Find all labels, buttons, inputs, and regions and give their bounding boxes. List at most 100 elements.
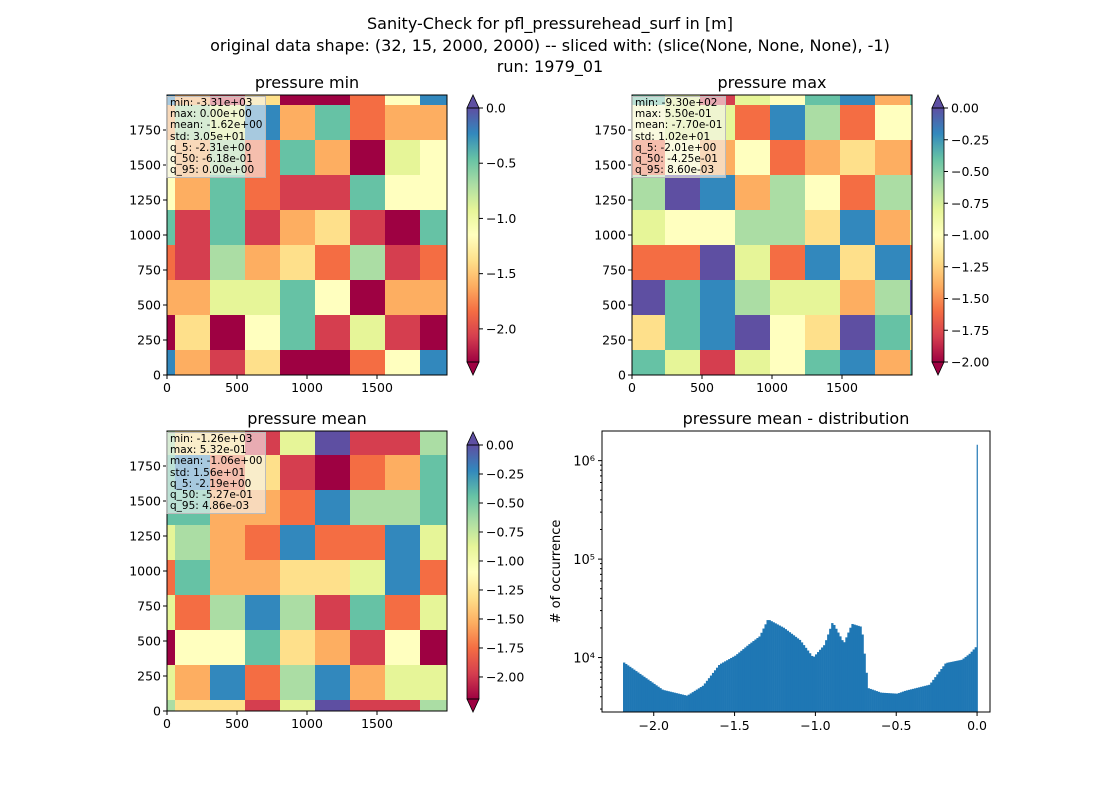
histogram-bar	[873, 690, 876, 712]
histogram-bar	[701, 685, 705, 712]
histogram-bar	[687, 694, 691, 712]
histogram-bar	[972, 649, 975, 712]
histogram-bar	[764, 624, 767, 712]
histogram-bar	[909, 689, 913, 712]
y-tick-label: 500	[137, 298, 161, 313]
histogram-bar	[942, 666, 945, 712]
x-tick-label: −1.0	[800, 718, 830, 733]
histogram-bar	[772, 622, 775, 712]
histogram-bar	[623, 662, 626, 712]
colorbar-tick-label: −0.75	[951, 196, 989, 211]
histogram-bar	[697, 688, 701, 712]
y-tick-label: 1750	[129, 459, 161, 474]
colorbar-extend-max	[931, 94, 945, 109]
histogram-bar	[736, 654, 739, 712]
histogram-bar	[825, 640, 828, 712]
histogram-bar	[784, 629, 788, 712]
colorbar-tick-label: −1.0	[486, 211, 516, 226]
histogram-bar	[639, 673, 642, 712]
x-tick-label: 500	[225, 716, 249, 731]
histogram-bar	[930, 682, 933, 712]
histogram-bar	[643, 676, 646, 712]
histogram-bar	[709, 675, 713, 712]
colorbar-tick-label: −1.00	[951, 228, 989, 243]
histogram-bar	[926, 685, 929, 712]
x-tick-label: 0	[628, 380, 636, 395]
y-tick-label: 1000	[594, 228, 626, 243]
x-tick-label: 1500	[361, 716, 393, 731]
x-tick-label: 500	[690, 380, 714, 395]
histogram-bar	[699, 687, 703, 712]
colorbar-tick-label: −0.75	[486, 524, 524, 539]
histogram-bar	[760, 632, 763, 712]
colorbar-tick-label: −2.00	[951, 355, 989, 370]
y-tick-label: 10⁶	[573, 455, 595, 470]
histogram-bar	[732, 656, 735, 712]
figure-title-line-3: run: 1979_01	[496, 57, 604, 76]
stats-line: max: 5.50e-01	[635, 108, 712, 121]
colorbar-tick-label: −0.50	[951, 164, 989, 179]
stats-line: std: 1.56e+01	[170, 466, 246, 479]
histogram-panel: pressure mean - distribution −2.0 −1.5 −1.0…	[549, 409, 991, 733]
histogram-bar	[899, 692, 903, 712]
histogram-bar	[841, 640, 844, 712]
histogram-bar	[962, 658, 965, 712]
histogram-bar	[865, 672, 868, 712]
histogram-bar	[845, 637, 848, 712]
x-tick-label: −0.5	[881, 718, 911, 733]
histogram-bar	[916, 687, 919, 712]
colorbar-tick-label: −1.00	[486, 553, 524, 568]
stats-line: max: 5.32e-01	[170, 444, 247, 457]
x-tick-label: 0	[163, 380, 171, 395]
histogram-bar	[958, 660, 961, 712]
histogram-bar	[724, 661, 727, 712]
y-tick-label: 500	[602, 298, 626, 313]
histogram-bar	[934, 677, 937, 712]
figure-title-line-1: Sanity-Check for pfl_pressurehead_surf i…	[367, 14, 733, 33]
x-tick-label: 1500	[361, 380, 393, 395]
histogram-bar	[703, 683, 707, 712]
y-tick-label: 1500	[594, 158, 626, 173]
histogram-bar	[766, 620, 769, 712]
histogram-bar	[819, 649, 822, 712]
histogram-bar	[814, 654, 818, 712]
histogram-bar	[843, 642, 846, 712]
histogram-bar	[625, 663, 628, 712]
histogram-bar	[756, 637, 759, 712]
x-tick-label: 500	[225, 380, 249, 395]
y-tick-label: 10⁴	[573, 652, 595, 667]
histogram-bar	[833, 624, 836, 712]
histogram-bar	[667, 691, 670, 712]
histogram-bar	[726, 660, 729, 712]
histogram-bar	[948, 662, 951, 712]
histogram-bar	[905, 690, 909, 712]
x-tick-label: 0	[163, 716, 171, 731]
histogram-bar	[722, 662, 725, 712]
histogram-bar	[677, 693, 680, 712]
histogram-bar	[918, 687, 921, 712]
x-tick-label: 1000	[291, 380, 323, 395]
x-tick-label: 0.0	[967, 718, 987, 733]
histogram-bar	[859, 626, 862, 712]
y-tick-label: 250	[137, 669, 161, 684]
y-tick-label: 750	[137, 599, 161, 614]
histogram-bar	[869, 688, 872, 712]
histogram-bar	[689, 693, 693, 712]
colorbar-frame	[466, 107, 480, 363]
histogram-bar	[633, 669, 636, 712]
histogram-bar	[740, 650, 743, 712]
histogram-bar	[659, 688, 662, 712]
histogram-bar	[786, 630, 790, 712]
histogram-bar	[895, 693, 899, 712]
heatmap-panel-0: pressure min 0 500 1000 1500 0 250 500 750 1000 12…	[129, 73, 516, 395]
y-tick-label: 500	[137, 634, 161, 649]
colorbar-tick-label: −0.50	[486, 495, 524, 510]
x-tick-label: −2.0	[639, 718, 669, 733]
y-tick-label: 1750	[594, 123, 626, 138]
colorbar-gradient	[467, 108, 479, 362]
histogram-bar	[857, 625, 860, 712]
stats-line: q_5: -2.01e+00	[635, 141, 717, 154]
stats-line: min: -3.31e+03	[170, 97, 253, 109]
histogram-bar	[794, 636, 798, 712]
